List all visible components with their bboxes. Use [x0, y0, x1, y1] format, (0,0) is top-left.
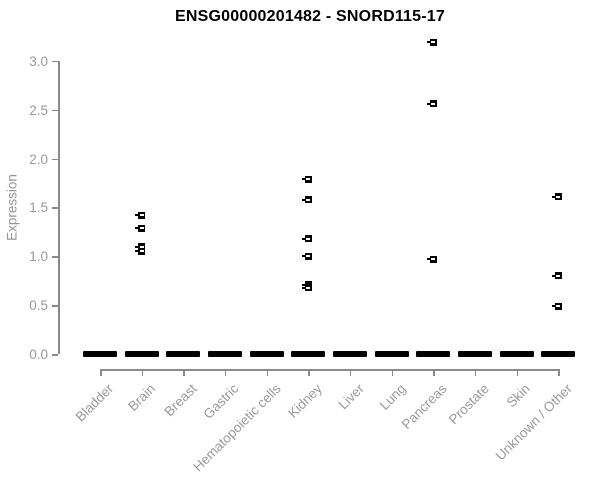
- x-tick: [266, 369, 269, 376]
- data-point-marker: [426, 100, 437, 108]
- x-tick: [100, 369, 102, 376]
- x-tick-label: Breast: [161, 381, 200, 420]
- data-point-marker: [301, 175, 312, 183]
- x-tick-label: Prostate: [445, 381, 492, 428]
- zero-expression-bar: [83, 351, 117, 357]
- y-tick: [52, 60, 58, 63]
- x-tick-label: Kidney: [285, 381, 325, 421]
- y-tick-label: 3.0: [29, 53, 48, 69]
- x-tick: [224, 369, 227, 376]
- zero-expression-bar: [207, 351, 242, 357]
- data-point-marker: [135, 243, 146, 251]
- data-point-marker: [551, 272, 562, 280]
- zero-expression-bar: [457, 351, 492, 357]
- data-point-marker: [301, 252, 312, 260]
- zero-expression-bar: [499, 351, 534, 357]
- chart-title: ENSG00000201482 - SNORD115-17: [175, 8, 445, 25]
- data-point-marker: [301, 284, 312, 292]
- data-point-marker: [301, 196, 312, 204]
- y-tick-label: 1.5: [29, 200, 48, 216]
- y-tick: [52, 305, 58, 307]
- y-tick-label: 1.0: [29, 249, 48, 265]
- y-axis-line: [58, 60, 60, 354]
- y-tick: [52, 354, 58, 356]
- y-tick: [52, 256, 58, 258]
- x-tick-label: Liver: [335, 381, 367, 413]
- data-point-marker: [551, 302, 562, 310]
- x-tick: [516, 369, 518, 376]
- x-tick: [391, 369, 394, 376]
- zero-expression-bar: [124, 351, 159, 357]
- x-tick: [183, 369, 185, 376]
- y-tick-label: 0.5: [29, 298, 48, 314]
- data-point-marker: [135, 247, 146, 255]
- x-tick: [308, 369, 310, 376]
- x-axis-line: [100, 369, 560, 371]
- y-tick-label: 2.0: [29, 151, 48, 167]
- data-point-marker: [135, 224, 146, 232]
- zero-expression-bar: [166, 351, 201, 357]
- zero-expression-bar: [332, 351, 367, 357]
- x-tick-label: Brain: [125, 381, 159, 414]
- zero-expression-bar: [374, 351, 409, 357]
- x-tick: [474, 369, 477, 376]
- x-tick-label: Lung: [376, 381, 409, 413]
- x-tick-label: Gastric: [200, 381, 242, 422]
- zero-expression-bar: [541, 351, 576, 357]
- zero-expression-bar: [416, 351, 451, 357]
- data-point-marker: [551, 193, 562, 201]
- x-tick: [558, 369, 560, 376]
- data-point-marker: [135, 211, 146, 219]
- y-tick-label: 0.0: [29, 347, 48, 362]
- data-point-marker: [426, 38, 437, 46]
- zero-expression-bar: [291, 351, 326, 357]
- x-tick: [433, 369, 435, 376]
- x-tick-label: Unknown / Other: [492, 381, 575, 464]
- data-point-marker: [426, 255, 437, 263]
- x-tick-label: Skin: [503, 381, 534, 411]
- y-tick: [52, 109, 58, 112]
- y-tick: [52, 207, 58, 209]
- y-tick-label: 2.5: [29, 102, 48, 118]
- x-tick: [141, 369, 144, 376]
- x-tick-label: Bladder: [73, 381, 117, 425]
- x-tick: [349, 369, 352, 376]
- data-point-marker: [301, 235, 312, 243]
- zero-expression-bar: [249, 351, 284, 357]
- y-tick: [52, 158, 58, 161]
